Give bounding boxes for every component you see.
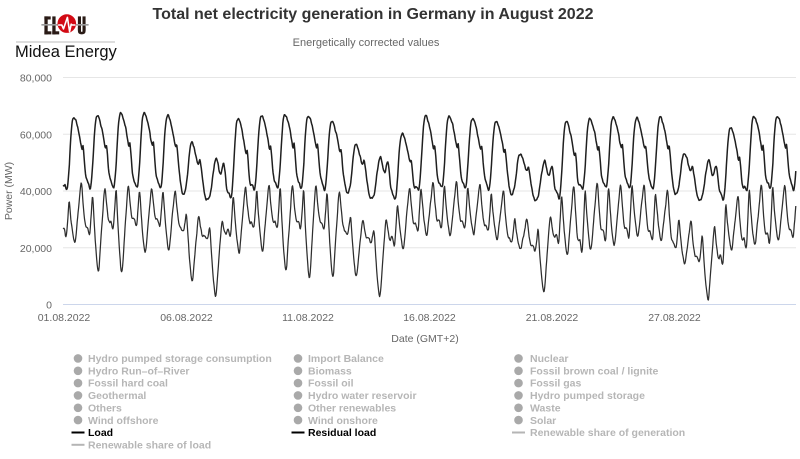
svg-text:Solar: Solar xyxy=(530,415,556,427)
svg-text:Import Balance: Import Balance xyxy=(308,353,384,365)
svg-text:Fossil brown coal / lignite: Fossil brown coal / lignite xyxy=(530,365,659,377)
svg-text:Date (GMT+2): Date (GMT+2) xyxy=(391,333,458,345)
svg-text:Others: Others xyxy=(88,402,122,414)
svg-text:Residual load: Residual load xyxy=(308,427,376,439)
svg-text:Hydro water reservoir: Hydro water reservoir xyxy=(308,390,417,402)
svg-text:Biomass: Biomass xyxy=(308,365,352,377)
svg-text:20,000: 20,000 xyxy=(20,243,52,255)
svg-text:Waste: Waste xyxy=(530,402,561,414)
svg-text:40,000: 40,000 xyxy=(20,186,52,198)
svg-text:Fossil hard coal: Fossil hard coal xyxy=(88,378,168,390)
svg-text:Fossil gas: Fossil gas xyxy=(530,378,582,390)
svg-text:Hydro pumped storage consumpti: Hydro pumped storage consumption xyxy=(88,353,272,365)
svg-text:16.08.2022: 16.08.2022 xyxy=(403,312,456,324)
svg-text:Wind offshore: Wind offshore xyxy=(88,415,159,427)
svg-text:Power (MW): Power (MW) xyxy=(3,162,15,220)
svg-text:Geothermal: Geothermal xyxy=(88,390,146,402)
svg-text:11.08.2022: 11.08.2022 xyxy=(282,312,334,324)
svg-text:80,000: 80,000 xyxy=(20,73,52,85)
svg-text:Hydro Run–of–River: Hydro Run–of–River xyxy=(88,365,190,377)
svg-text:Load: Load xyxy=(88,427,113,439)
svg-text:01.08.2022: 01.08.2022 xyxy=(38,312,91,324)
svg-text:Hydro pumped storage: Hydro pumped storage xyxy=(530,390,645,402)
svg-text:Fossil oil: Fossil oil xyxy=(308,378,354,390)
svg-text:Renewable share of generation: Renewable share of generation xyxy=(530,427,685,439)
svg-text:Nuclear: Nuclear xyxy=(530,353,569,365)
svg-text:60,000: 60,000 xyxy=(20,129,52,141)
svg-text:27.08.2022: 27.08.2022 xyxy=(648,312,701,324)
svg-text:Other renewables: Other renewables xyxy=(308,402,396,414)
svg-text:0: 0 xyxy=(46,300,52,312)
svg-text:06.08.2022: 06.08.2022 xyxy=(160,312,213,324)
svg-text:Renewable share of load: Renewable share of load xyxy=(88,439,211,451)
svg-text:Wind onshore: Wind onshore xyxy=(308,415,378,427)
svg-text:21.08.2022: 21.08.2022 xyxy=(526,312,579,324)
